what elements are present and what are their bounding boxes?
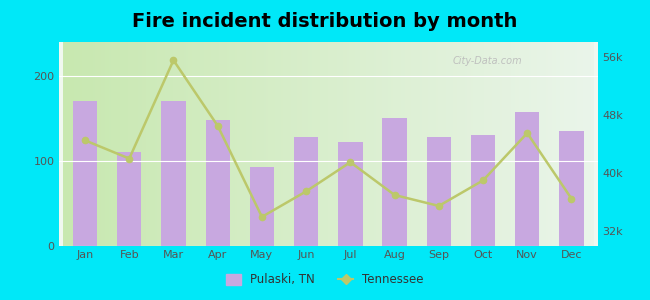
Bar <box>117 152 142 246</box>
Legend: Pulaski, TN, Tennessee: Pulaski, TN, Tennessee <box>222 269 428 291</box>
Bar <box>250 167 274 246</box>
Bar <box>515 112 540 246</box>
Text: Fire incident distribution by month: Fire incident distribution by month <box>133 12 517 31</box>
Bar <box>559 131 584 246</box>
Bar <box>426 137 451 246</box>
Text: City-Data.com: City-Data.com <box>452 56 522 66</box>
Bar <box>73 101 98 246</box>
Bar <box>294 137 318 246</box>
Bar <box>382 118 407 246</box>
Bar <box>338 142 363 246</box>
Bar <box>471 136 495 246</box>
Bar <box>205 120 230 246</box>
Bar <box>161 101 186 246</box>
